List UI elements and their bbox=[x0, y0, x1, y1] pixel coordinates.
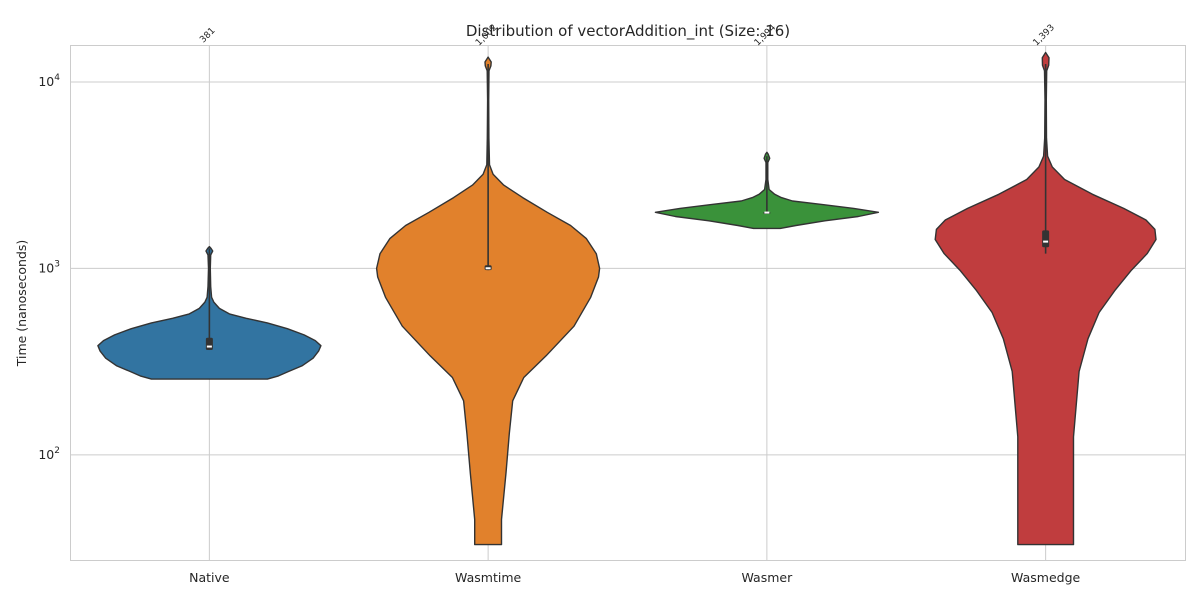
y-tick-exponent: 3 bbox=[54, 259, 60, 269]
median-marker bbox=[485, 267, 491, 270]
median-marker bbox=[206, 345, 212, 348]
x-tick-label: Native bbox=[189, 570, 230, 585]
x-tick-label: Wasmtime bbox=[455, 570, 521, 585]
y-tick-exponent: 2 bbox=[54, 446, 60, 456]
y-axis-label: Time (nanoseconds) bbox=[14, 240, 29, 368]
annotation-label: 1,393 bbox=[1032, 23, 1057, 48]
plot-frame bbox=[70, 45, 1186, 561]
x-tick-label: Wasmedge bbox=[1011, 570, 1080, 585]
chart-title: Distribution of vectorAddition_int (Size… bbox=[466, 22, 790, 41]
median-marker bbox=[1043, 240, 1049, 243]
y-tick-base: 10 bbox=[38, 447, 54, 462]
iqr-box bbox=[205, 337, 213, 351]
violin-wasmtime bbox=[375, 56, 601, 546]
y-tick-label: 104 bbox=[38, 73, 60, 89]
x-tick-label: Wasmer bbox=[742, 570, 794, 585]
iqr-box bbox=[1042, 230, 1050, 248]
y-tick-base: 10 bbox=[38, 74, 54, 89]
y-tick-label: 102 bbox=[38, 446, 60, 462]
y-tick-base: 10 bbox=[38, 260, 54, 275]
violin-wasmedge bbox=[934, 51, 1157, 546]
y-tick-label: 103 bbox=[38, 259, 60, 275]
y-tick-exponent: 4 bbox=[54, 73, 60, 83]
annotation-label: 381 bbox=[198, 26, 217, 45]
median-marker bbox=[764, 211, 770, 214]
